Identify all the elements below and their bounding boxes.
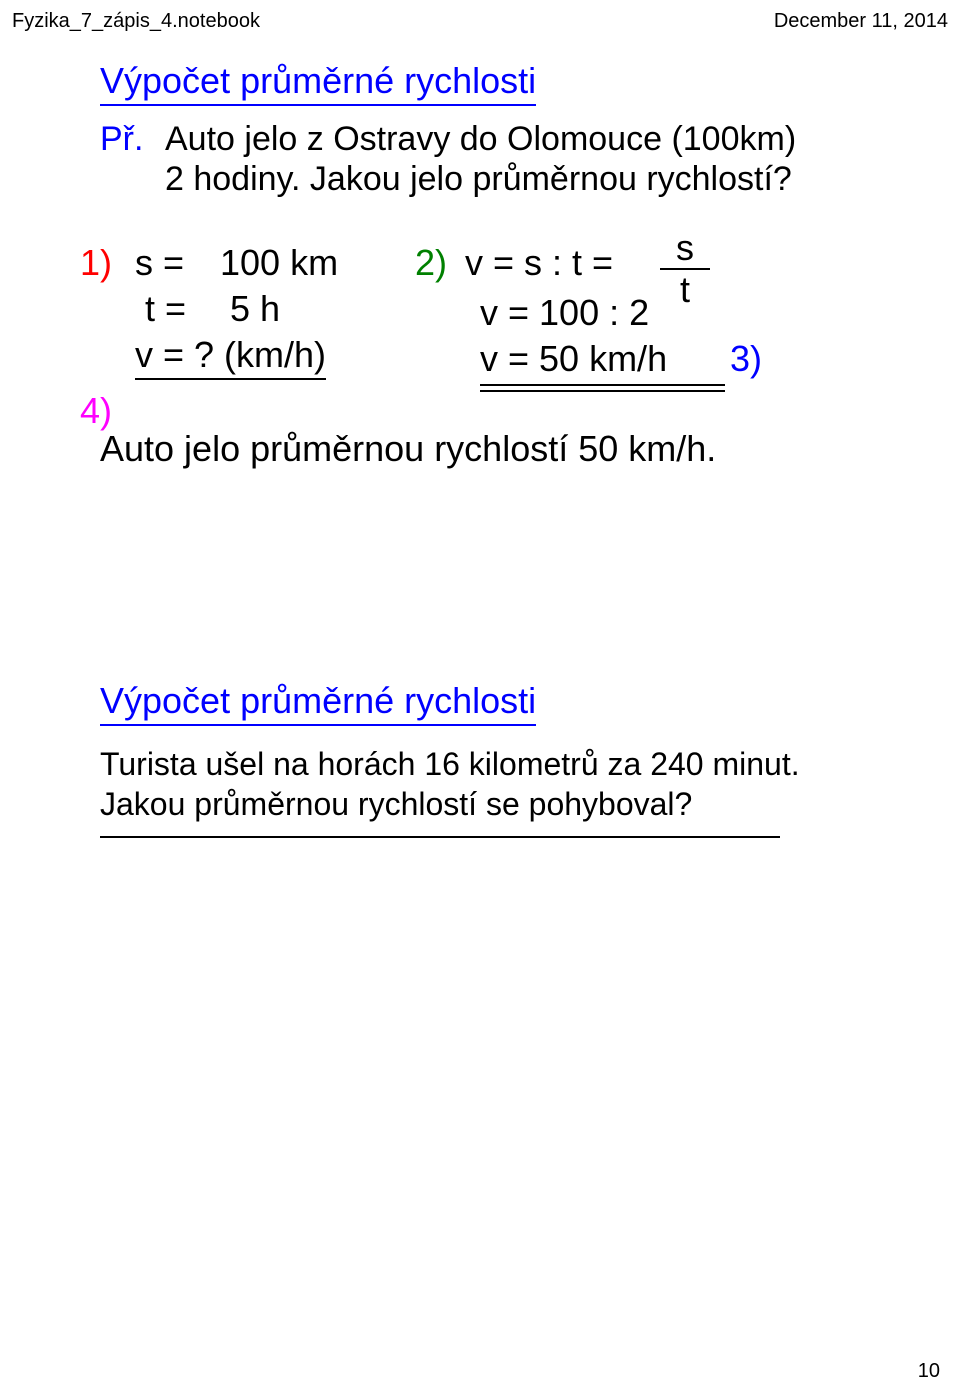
fraction-numerator: s	[660, 228, 710, 270]
header-left: Fyzika_7_zápis_4.notebook	[12, 10, 260, 33]
result-underline-1	[480, 384, 725, 386]
header-right: December 11, 2014	[774, 10, 948, 33]
fraction-denominator: t	[660, 270, 710, 310]
step1-t-value: 5 h	[230, 288, 280, 330]
step1-v-query: v = ? (km/h)	[135, 334, 326, 380]
step2-marker: 2)	[415, 242, 447, 284]
step2-formula: v = s : t =	[465, 242, 613, 284]
step1-marker: 1)	[80, 242, 112, 284]
step3-marker: 3)	[730, 338, 762, 380]
result-underline-2	[480, 390, 725, 392]
section1-answer: Auto jelo průměrnou rychlostí 50 km/h.	[100, 428, 716, 470]
problem-line-2: 2 hodiny. Jakou jelo průměrnou rychlostí…	[165, 160, 792, 199]
section2-divider	[100, 836, 780, 838]
step2-substitution: v = 100 : 2	[480, 292, 649, 334]
example-label: Př.	[100, 120, 143, 159]
section1-title: Výpočet průměrné rychlosti	[100, 60, 536, 106]
step2-result: v = 50 km/h	[480, 338, 667, 380]
step1-s-label: s =	[135, 242, 184, 284]
step2-fraction: s t	[660, 228, 710, 309]
problem-line-1: Auto jelo z Ostravy do Olomouce (100km)	[165, 120, 796, 159]
section2-title: Výpočet průměrné rychlosti	[100, 680, 536, 726]
step1-t-label: t =	[145, 288, 186, 330]
section2-line-1: Turista ušel na horách 16 kilometrů za 2…	[100, 746, 800, 783]
section2-line-2: Jakou průměrnou rychlostí se pohyboval?	[100, 786, 692, 823]
step4-marker: 4)	[80, 390, 112, 432]
step1-s-value: 100 km	[220, 242, 338, 284]
page-number: 10	[918, 1360, 940, 1383]
